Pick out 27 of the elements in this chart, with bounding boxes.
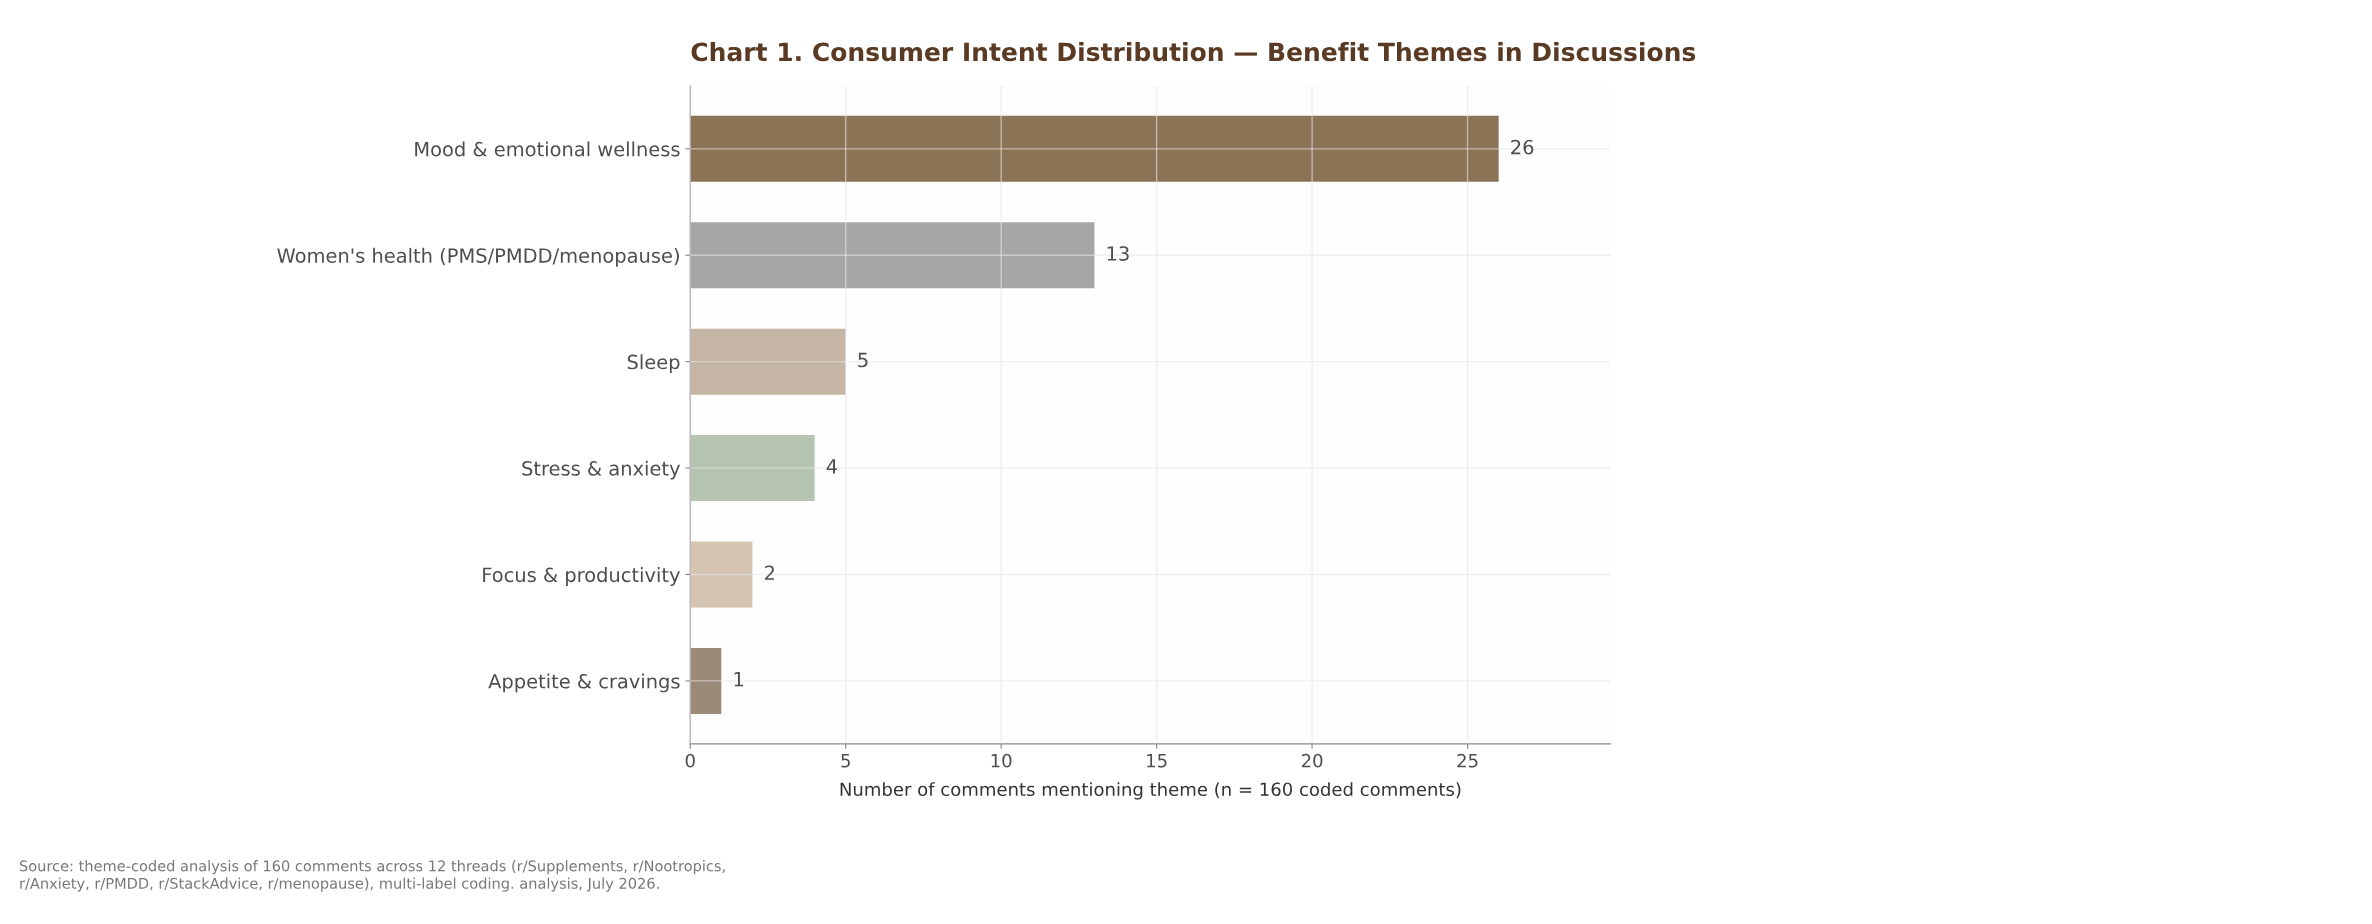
bar <box>690 115 1499 182</box>
bar <box>690 435 815 502</box>
data-label: 4 <box>826 459 838 474</box>
data-label: 26 <box>1511 139 1534 155</box>
y-tick-label: Stress & anxiety <box>522 460 680 480</box>
x-tick-label: 20 <box>1301 753 1323 768</box>
data-label: 2 <box>764 565 774 580</box>
data-label: 13 <box>1107 246 1129 261</box>
y-tick-label: Focus & productivity <box>483 567 680 586</box>
data-label: 1 <box>734 672 744 687</box>
bar <box>690 647 722 714</box>
x-tick-label: 10 <box>991 753 1012 768</box>
x-tick-label: 5 <box>841 754 850 768</box>
bar <box>690 222 1095 289</box>
y-tick-label: Sleep <box>627 354 680 374</box>
chart-title: Chart 1. Consumer Intent Distribution — Benefit Themes in Discussions <box>691 41 1696 62</box>
bar <box>690 328 846 395</box>
bar <box>690 541 753 608</box>
x-axis-title: Number of comments mentioning theme (n = 160 coded comments) <box>840 782 1461 800</box>
source-note: Source: theme-coded analysis of 160 comments across 12 threads (r/Supplements, r/Nootropics, r/Anxiety, r/PMDD, r/StackAdvice, r/menopause), multi-label coding. analysis, July 2026. <box>19 860 725 892</box>
y-tick-label: Appetite & cravings <box>488 673 680 693</box>
y-tick-label: Mood & emotional wellness <box>415 141 680 157</box>
y-tick-label: Women's health (PMS/PMDD/menopause) <box>277 247 679 267</box>
x-tick-label: 15 <box>1147 754 1167 768</box>
data-label: 5 <box>858 352 868 368</box>
x-tick-label: 0 <box>685 753 695 768</box>
x-tick-label: 25 <box>1457 753 1478 768</box>
